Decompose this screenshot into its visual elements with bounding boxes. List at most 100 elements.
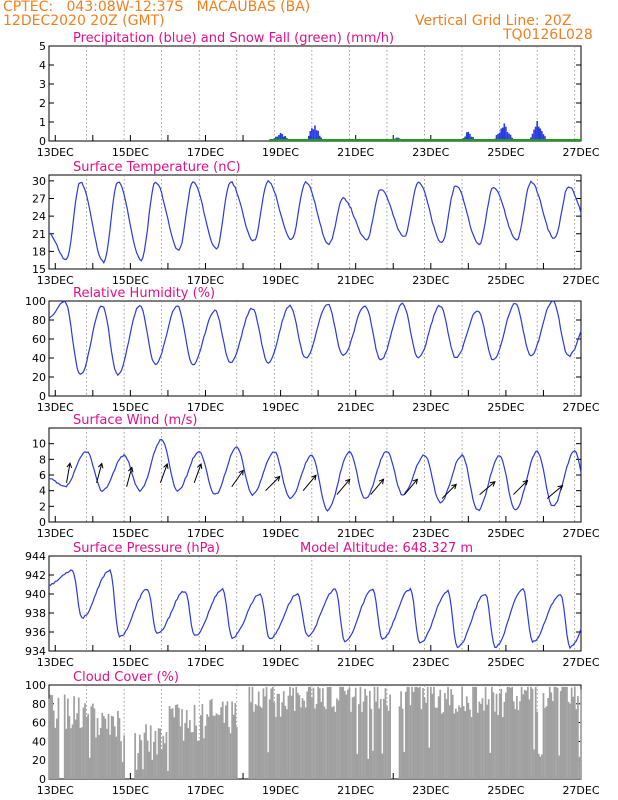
cloud-bar bbox=[414, 686, 417, 779]
cloud-bar bbox=[221, 701, 224, 779]
cloud-bar bbox=[567, 701, 570, 779]
cloud-bar bbox=[456, 711, 459, 779]
precip-bar bbox=[544, 136, 546, 141]
cloud-bar bbox=[251, 686, 254, 779]
wind-arrow bbox=[441, 484, 457, 499]
cloud-bar bbox=[154, 730, 157, 779]
cloud-bar bbox=[66, 698, 69, 779]
cloud-bar bbox=[547, 698, 550, 779]
cloud-bar bbox=[528, 699, 531, 779]
cloud-bar bbox=[56, 718, 58, 779]
cloud-bar bbox=[489, 752, 492, 779]
panel-title: Relative Humidity (%) bbox=[73, 286, 215, 301]
x-tick-label: 21DEC bbox=[337, 656, 374, 669]
cloud-bar bbox=[93, 708, 96, 779]
cloud-bar bbox=[265, 686, 268, 779]
cloud-bar bbox=[284, 705, 287, 779]
cloud-bar bbox=[203, 738, 205, 779]
cloud-bar bbox=[389, 694, 391, 779]
cloud-bar bbox=[434, 707, 437, 779]
header-date: 12DEC2020 20Z (GMT) bbox=[3, 13, 165, 29]
cloud-bar bbox=[137, 753, 140, 779]
cloud-bar bbox=[519, 701, 521, 779]
cloud-bar bbox=[112, 716, 115, 779]
cloud-bar bbox=[118, 718, 121, 779]
cloud-bar bbox=[323, 706, 326, 779]
cloud-bar bbox=[539, 756, 542, 779]
y-tick-label: 10 bbox=[32, 438, 46, 451]
precip-bar bbox=[509, 134, 512, 141]
precip-bar bbox=[537, 126, 540, 141]
precip-bar bbox=[275, 136, 277, 141]
cloud-bar bbox=[193, 704, 196, 779]
cloud-bar bbox=[178, 707, 180, 779]
y-tick-label: 5 bbox=[39, 40, 46, 53]
cloud-bar bbox=[362, 701, 365, 779]
cloud-bar bbox=[234, 703, 237, 779]
cloud-bar bbox=[306, 691, 309, 779]
cloud-bar bbox=[165, 732, 168, 779]
y-tick-label: 0 bbox=[39, 135, 46, 148]
cloud-bar bbox=[189, 720, 191, 779]
cloud-bar bbox=[514, 709, 517, 779]
cloud-bar bbox=[437, 696, 440, 779]
cloud-bar bbox=[115, 736, 118, 779]
precip-bar bbox=[539, 128, 542, 141]
cloud-bar bbox=[481, 698, 484, 779]
cloud-bar bbox=[545, 706, 548, 779]
wind-arrow-head bbox=[127, 466, 134, 473]
y-tick-label: 80 bbox=[32, 314, 46, 327]
y-tick-label: 944 bbox=[25, 550, 46, 563]
cloud-bar bbox=[307, 686, 310, 779]
cloud-bar bbox=[181, 709, 183, 779]
cloud-bar bbox=[419, 686, 421, 779]
cloud-bar bbox=[320, 701, 323, 779]
cloud-bar bbox=[286, 709, 288, 779]
cloud-bar bbox=[531, 688, 534, 779]
header-grid-info: Vertical Grid Line: 20Z bbox=[415, 13, 572, 29]
cloud-bar bbox=[226, 701, 229, 779]
cloud-bar bbox=[157, 728, 160, 779]
cloud-bar bbox=[276, 693, 279, 779]
cloud-bar bbox=[447, 686, 449, 779]
cloud-bar bbox=[573, 686, 576, 779]
cloud-bar bbox=[170, 708, 172, 779]
cloud-bar bbox=[464, 711, 467, 779]
panel-title: Surface Wind (m/s) bbox=[73, 413, 197, 428]
cloud-bar bbox=[428, 747, 431, 779]
cloud-bar bbox=[575, 709, 578, 779]
cloud-bar bbox=[412, 691, 415, 779]
cloud-bar bbox=[260, 707, 263, 779]
cloud-bar bbox=[564, 686, 567, 779]
cloud-bar bbox=[494, 711, 496, 779]
x-tick-label: 23DEC bbox=[412, 274, 449, 287]
x-tick-label: 15DEC bbox=[112, 527, 149, 540]
cloud-bar bbox=[110, 715, 113, 779]
cloud-bar bbox=[450, 689, 453, 779]
cloud-bar bbox=[160, 749, 163, 779]
cloud-bar bbox=[304, 707, 307, 779]
cloud-bar bbox=[566, 686, 568, 779]
wind-arrow-head bbox=[66, 462, 73, 469]
cloud-bar bbox=[408, 686, 410, 779]
cloud-bar bbox=[49, 694, 52, 779]
cloud-bar bbox=[312, 687, 315, 779]
y-tick-label: 20 bbox=[32, 754, 46, 767]
cloud-bar bbox=[151, 759, 154, 779]
cloud-bar bbox=[250, 702, 252, 779]
cloud-bar bbox=[423, 697, 426, 779]
cloud-bar bbox=[229, 733, 232, 779]
panel-title: Surface Temperature (nC) bbox=[73, 160, 241, 175]
cloud-bar bbox=[492, 692, 495, 779]
cloud-bar bbox=[95, 737, 97, 779]
cloud-bar bbox=[415, 686, 418, 779]
wind-arrow-head bbox=[451, 483, 457, 490]
cloud-bar bbox=[167, 770, 169, 779]
precip-bar bbox=[282, 136, 285, 141]
cloud-bar bbox=[73, 696, 75, 779]
cloud-bar bbox=[296, 692, 299, 779]
cloud-bar bbox=[429, 686, 432, 779]
cloud-bar bbox=[503, 701, 506, 779]
precip-bar bbox=[541, 131, 543, 141]
precip-bar bbox=[531, 133, 534, 141]
